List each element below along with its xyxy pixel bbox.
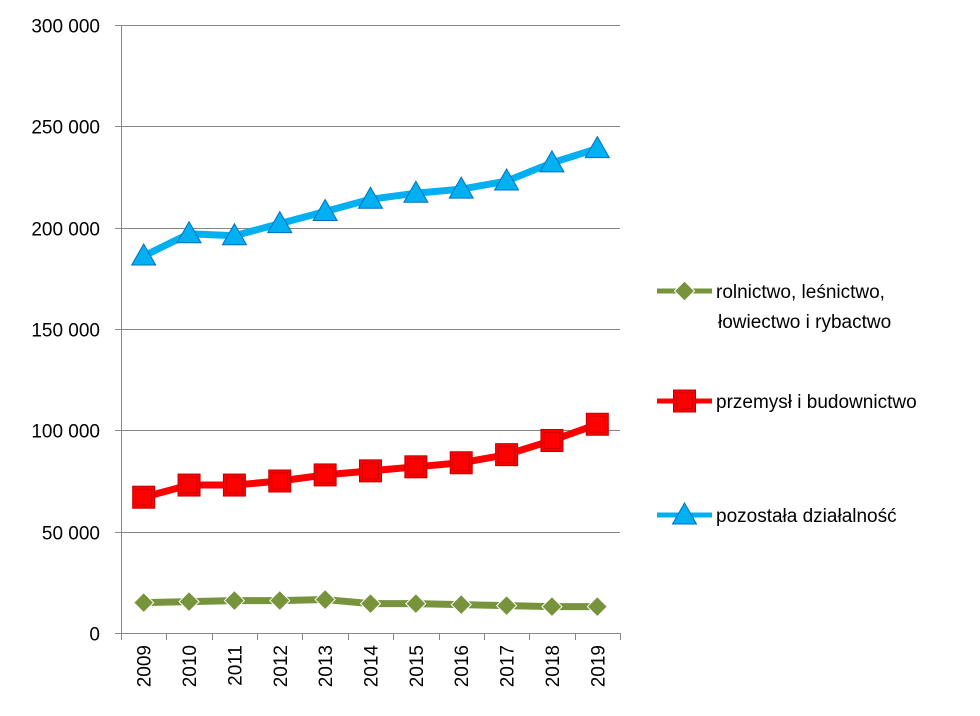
x-tick-label: 2009 xyxy=(135,645,156,687)
data-point xyxy=(312,198,338,221)
axes: 0 50 000 100 000 150 000 200 000 250 000 300 0… xyxy=(31,17,621,688)
x-tick-label: 2019 xyxy=(588,645,609,687)
x-tick-label: 2014 xyxy=(362,645,383,688)
data-point xyxy=(223,589,246,612)
x-tick-label: 2013 xyxy=(316,645,337,687)
grid-lines xyxy=(121,25,620,533)
y-tick-label: 250 000 xyxy=(31,118,100,139)
data-point xyxy=(313,463,337,487)
y-tick-label: 0 xyxy=(89,625,100,646)
series-1 xyxy=(132,412,609,509)
data-point xyxy=(178,590,200,613)
data-point xyxy=(495,443,519,467)
marker-square-face xyxy=(495,443,519,467)
data-point xyxy=(222,473,246,497)
x-tick-label: 2012 xyxy=(271,645,292,687)
x-tick-label: 2011 xyxy=(225,645,246,686)
legend-marker xyxy=(673,389,696,413)
marker-square-bevel xyxy=(271,472,289,490)
x-tick-label: 2018 xyxy=(543,645,564,687)
y-tick-label: 150 000 xyxy=(31,321,100,342)
data-point xyxy=(449,451,473,475)
marker-square-bevel xyxy=(362,462,379,480)
x-tick-label: 2016 xyxy=(452,645,473,687)
legend-label: pozostała działalność xyxy=(716,506,897,527)
data-point xyxy=(268,469,292,493)
data-point xyxy=(540,428,564,452)
marker-square-face xyxy=(359,459,382,483)
legend-entry-2: pozostała działalność xyxy=(657,501,897,527)
data-point xyxy=(541,595,563,618)
data-point xyxy=(132,591,155,614)
y-tick-label: 50 000 xyxy=(42,524,100,545)
marker-square-bevel xyxy=(452,454,470,472)
marker-square-face xyxy=(177,473,201,497)
data-point xyxy=(314,588,336,611)
data-point xyxy=(493,168,520,191)
data-point xyxy=(359,592,382,615)
marker-square-face xyxy=(404,455,428,479)
legend-label: przemysł i budownictwo xyxy=(716,392,917,413)
y-tick-label: 300 000 xyxy=(31,17,100,38)
marker-square-bevel xyxy=(225,476,243,494)
marker-square-bevel xyxy=(316,466,334,484)
data-point xyxy=(269,589,291,612)
marker-square-face xyxy=(268,469,292,493)
data-point xyxy=(404,455,428,479)
data-point xyxy=(448,176,475,199)
x-tick-label: 2017 xyxy=(498,645,519,687)
x-tick-label: 2010 xyxy=(180,645,201,687)
marker-square-bevel xyxy=(543,431,561,449)
x-tick-label: 2015 xyxy=(407,645,428,687)
data-point xyxy=(359,459,382,483)
marker-square-bevel xyxy=(407,458,425,476)
data-point xyxy=(584,135,611,159)
y-tick-label: 200 000 xyxy=(31,220,100,241)
series-lines xyxy=(130,135,611,618)
marker-square-bevel xyxy=(135,488,153,506)
legend: rolnictwo, leśnictwo, łowiectwo i rybactw… xyxy=(657,280,917,527)
data-point xyxy=(586,595,609,618)
data-point xyxy=(539,149,565,173)
data-point xyxy=(221,222,248,246)
data-point xyxy=(132,485,156,509)
marker-square-bevel xyxy=(498,446,516,464)
data-point xyxy=(585,412,609,436)
marker-square-bevel xyxy=(588,415,606,433)
marker-square-face xyxy=(132,485,156,509)
marker-square-face xyxy=(540,428,564,452)
marker-square-face xyxy=(449,451,473,475)
marker-square-face xyxy=(673,389,696,413)
series-0 xyxy=(132,588,609,618)
marker-square-face xyxy=(222,473,246,497)
data-point xyxy=(176,220,202,244)
legend-label: łowiectwo i rybactwo xyxy=(718,312,891,333)
data-point xyxy=(266,210,293,234)
series-2 xyxy=(130,135,611,266)
data-point xyxy=(130,243,157,266)
data-point xyxy=(177,473,201,497)
legend-entry-0: rolnictwo, leśnictwo, łowiectwo i rybactw… xyxy=(657,280,891,333)
y-tick-label: 100 000 xyxy=(31,422,100,443)
marker-square-face xyxy=(585,412,609,436)
legend-label: rolnictwo, leśnictwo, xyxy=(716,282,885,303)
data-point xyxy=(450,593,472,616)
legend-marker xyxy=(673,280,696,302)
marker-square-bevel xyxy=(180,476,198,494)
data-point xyxy=(403,180,429,203)
marker-square-bevel xyxy=(676,392,693,410)
marker-square-face xyxy=(313,463,337,487)
legend-marker xyxy=(671,501,698,525)
legend-entry-1: przemysł i budownictwo xyxy=(657,389,917,413)
data-point xyxy=(357,186,384,209)
data-point xyxy=(495,594,518,617)
data-point xyxy=(405,592,427,615)
